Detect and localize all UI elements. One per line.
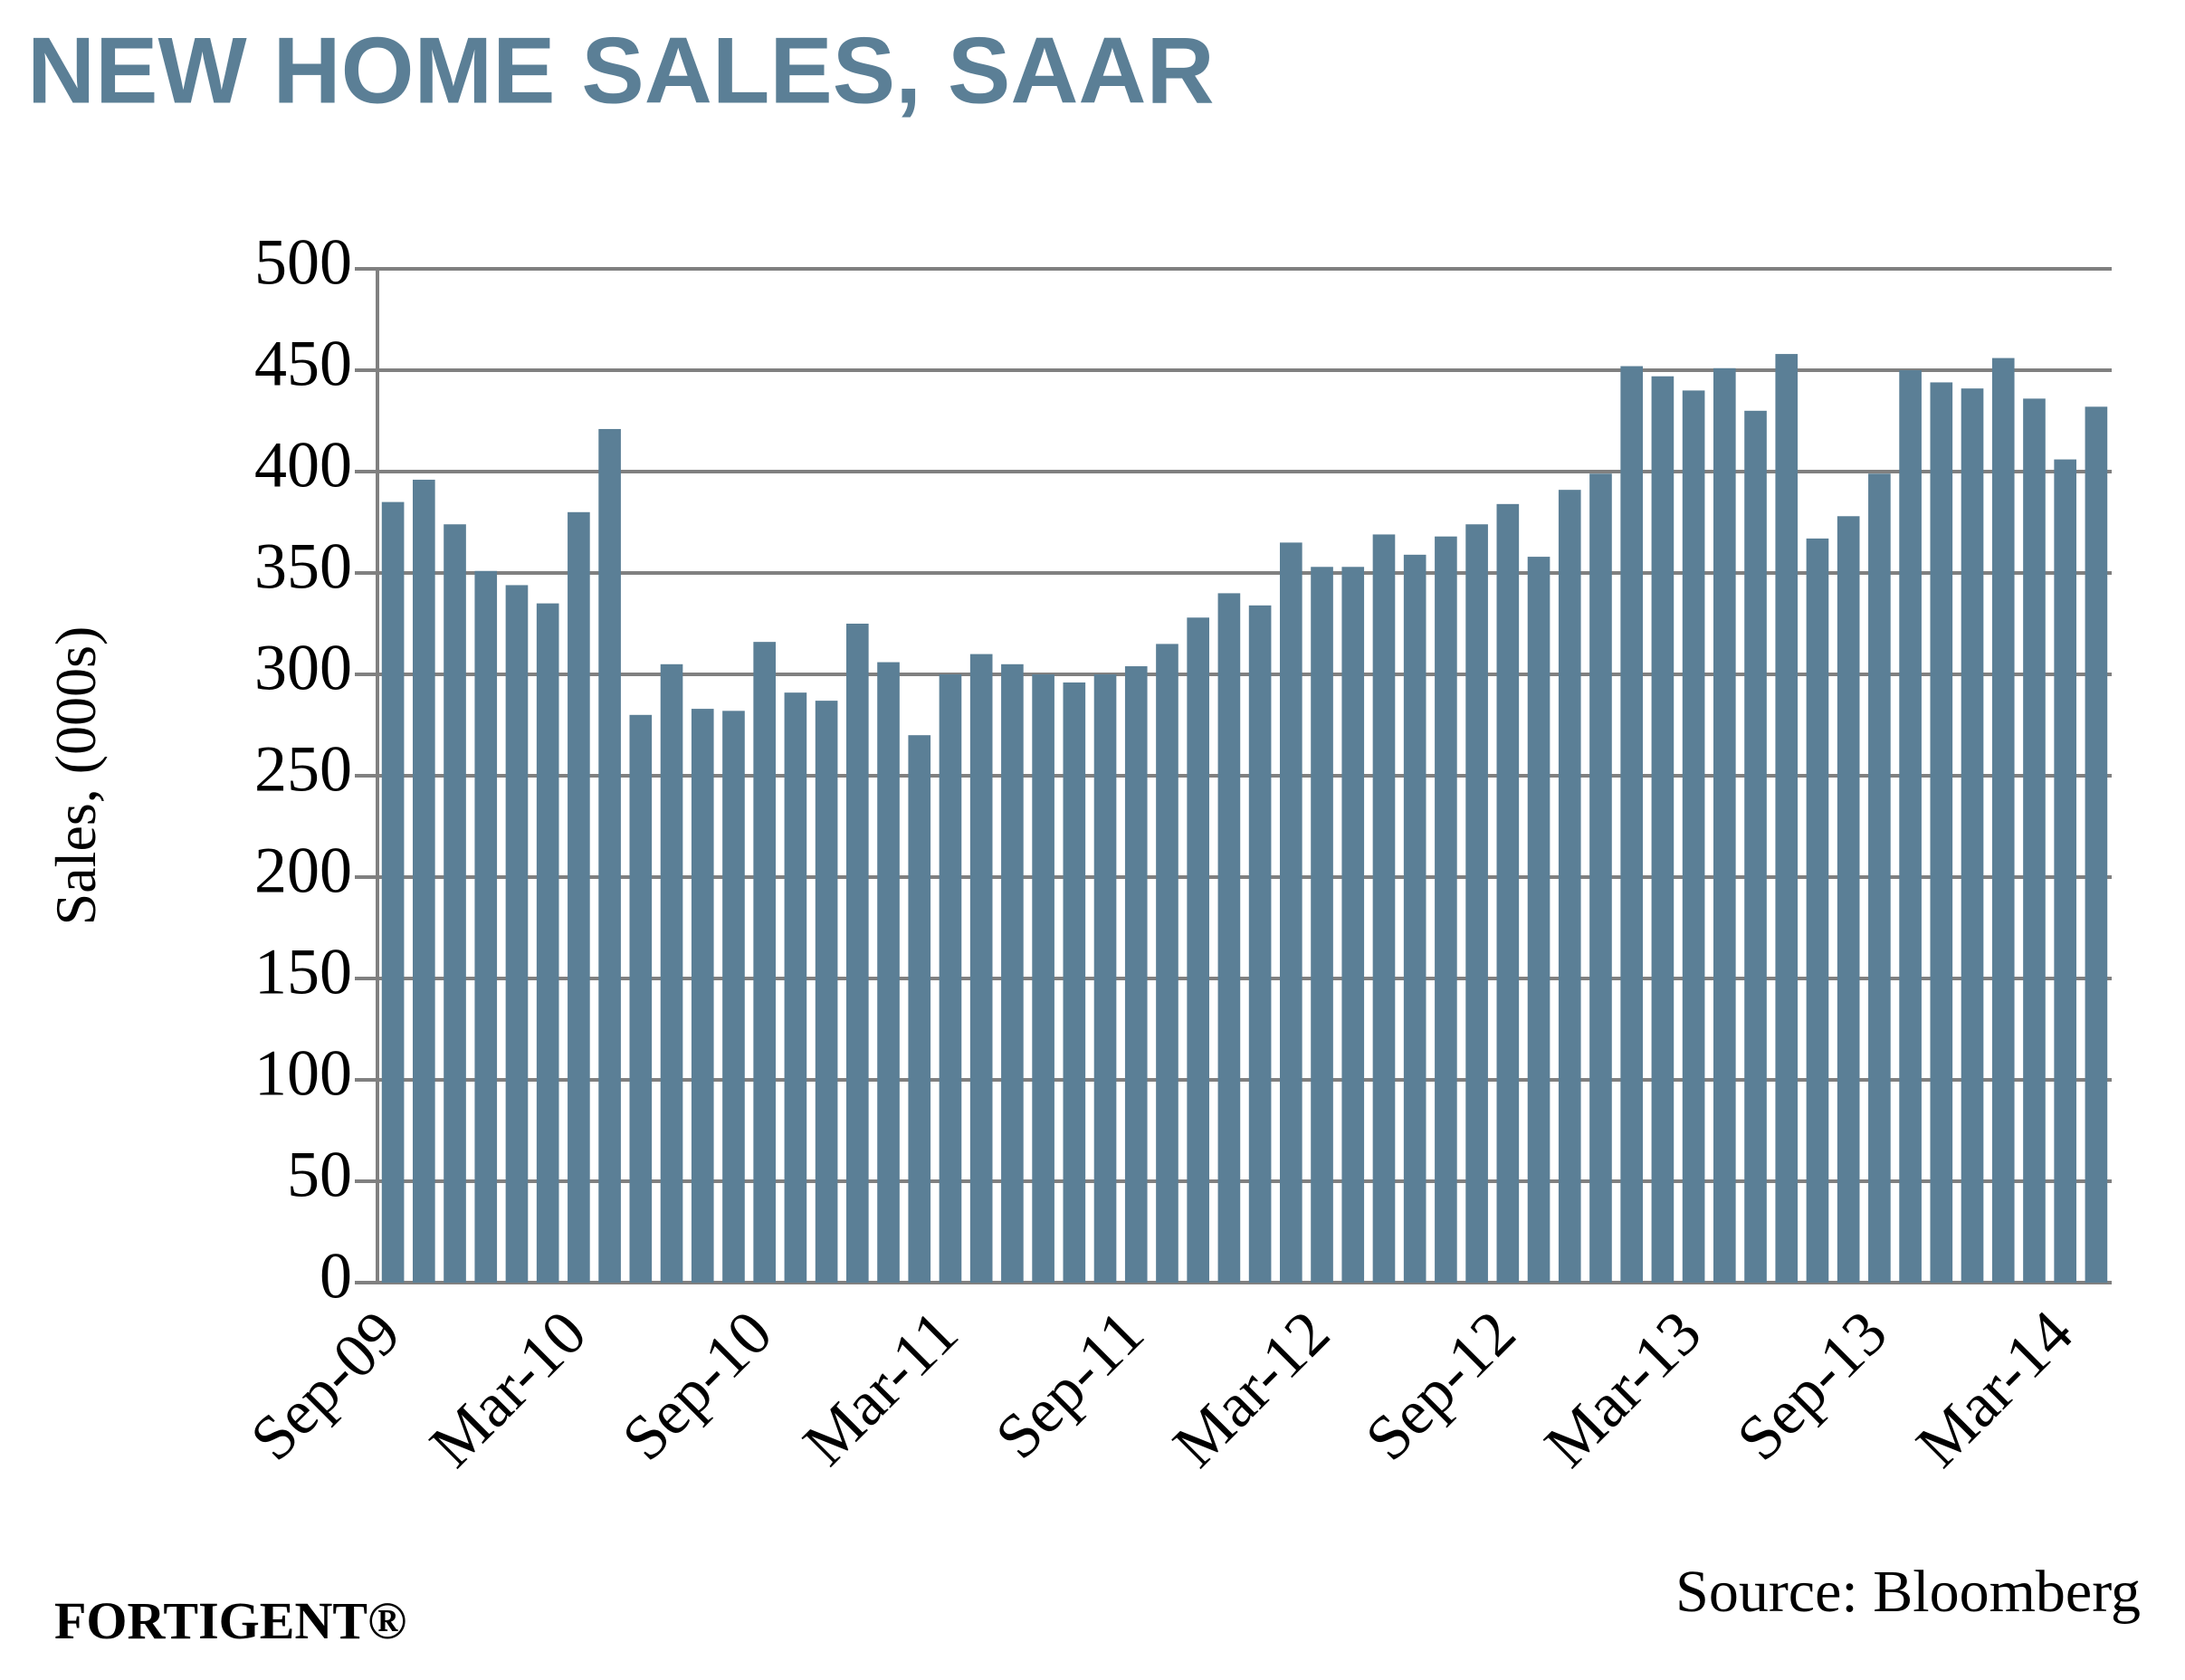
bar (1961, 388, 1984, 1283)
y-tick-label: 450 (254, 328, 352, 400)
y-tick-label: 250 (254, 733, 352, 806)
bar (413, 479, 435, 1283)
bar (939, 674, 962, 1283)
bar (444, 524, 466, 1283)
bar (598, 428, 621, 1284)
bar (1682, 390, 1705, 1283)
bar (1341, 567, 1365, 1283)
x-tick-label: Sep-09 (238, 1298, 415, 1475)
bar (877, 662, 900, 1283)
y-tick-label: 100 (254, 1037, 352, 1110)
bar (1063, 682, 1086, 1283)
bar (815, 701, 838, 1283)
bar (1775, 354, 1799, 1284)
x-tick-label: Sep-10 (609, 1298, 786, 1475)
x-tick-label: Mar-10 (417, 1298, 600, 1481)
x-tick-label: Sep-12 (1352, 1298, 1529, 1475)
bar (753, 642, 776, 1283)
bar (1991, 358, 2015, 1283)
brand: FORTIGENT® (54, 1591, 406, 1650)
source: Source: Bloomberg (1675, 1559, 2141, 1625)
bar (1558, 490, 1581, 1283)
bar (1930, 382, 1953, 1283)
bar (1496, 503, 1520, 1283)
chart-title: NEW HOME SALES, SAAR (27, 18, 1215, 123)
y-tick-label: 200 (254, 835, 352, 907)
x-tick-label: Mar-11 (790, 1298, 971, 1479)
bar (1651, 376, 1675, 1284)
bar (660, 663, 683, 1283)
bar (691, 709, 714, 1283)
bar (722, 711, 745, 1283)
bar (1806, 538, 1829, 1283)
y-tick-label: 400 (254, 429, 352, 501)
bar (536, 603, 559, 1283)
y-tick-label: 50 (287, 1139, 352, 1211)
bar (969, 654, 993, 1283)
bar (1899, 370, 1922, 1283)
bar (1744, 410, 1767, 1283)
bar (1124, 666, 1148, 1283)
bar (2023, 398, 2046, 1283)
bar (1713, 368, 1736, 1283)
x-tick-label: Sep-13 (1724, 1298, 1901, 1475)
bar (1248, 605, 1272, 1283)
y-tick-label: 300 (254, 632, 352, 704)
bar (1837, 516, 1860, 1283)
bar (784, 692, 807, 1283)
bar (1372, 534, 1396, 1283)
bar (1311, 567, 1333, 1283)
bar (1589, 473, 1612, 1283)
x-tick-label: Sep-11 (983, 1298, 1158, 1473)
y-tick-label: 150 (254, 936, 352, 1008)
y-tick-label: 350 (254, 530, 352, 603)
bar (1527, 557, 1550, 1283)
bar (1156, 644, 1178, 1283)
bar (2054, 459, 2076, 1283)
x-tick-label: Mar-12 (1160, 1298, 1343, 1481)
bar (1280, 542, 1302, 1283)
x-tick-label: Mar-14 (1904, 1298, 2086, 1481)
bar (908, 735, 931, 1283)
bar (1403, 554, 1426, 1283)
y-tick-label: 0 (320, 1240, 352, 1312)
bar (381, 501, 405, 1283)
bar (1620, 366, 1643, 1283)
bar (1435, 536, 1457, 1283)
bar (629, 714, 653, 1283)
bar (1093, 674, 1117, 1283)
y-tick-label: 500 (254, 226, 352, 299)
bar (1217, 593, 1241, 1283)
bar (1465, 524, 1488, 1283)
bar (1032, 674, 1054, 1283)
bar (1187, 617, 1209, 1283)
bar (846, 624, 869, 1283)
y-axis-label: Sales, (000s) (43, 626, 108, 926)
bar (2085, 406, 2108, 1283)
bar (568, 511, 590, 1283)
bar (474, 570, 498, 1283)
bar (1001, 663, 1024, 1283)
bar (1868, 473, 1891, 1283)
x-tick-label: Mar-13 (1532, 1298, 1715, 1481)
bar (505, 585, 529, 1283)
